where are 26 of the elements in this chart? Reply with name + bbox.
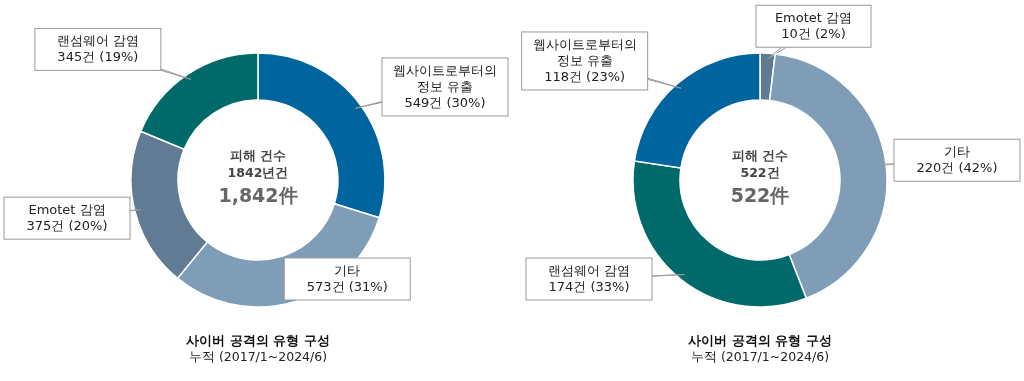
text: 피해 건수 [229,148,287,163]
slice-label: Emotet 감염 [28,202,106,218]
text: 522건 [740,165,780,180]
data-label: 10건 (2%) [781,26,846,42]
text: 피해 건수 [731,148,789,163]
data-label: 220건 (42%) [916,160,998,176]
text: 1,842件 [218,184,298,206]
text: 사이버 공격의 유형 구성 [688,333,832,348]
text: 누적 (2017/1~2024/6) [690,349,830,364]
data-label: 345건 (19%) [57,49,139,65]
slice-label: 웹사이트로부터의 정보 유출 [532,36,637,68]
slice-label: 랜섬웨어 감염 [56,33,139,49]
slice-label: 기타 [944,144,970,160]
data-label: 549건 (30%) [404,94,486,110]
slice-label: 웹사이트로부터의 정보 유출 [393,62,497,94]
slice-label: 기타 [334,263,361,278]
slice-label: Emotet 감염 [774,10,853,26]
text: 사이버 공격의 유형 구성 [186,333,330,348]
data-label: 118건 (23%) [544,68,626,84]
text: 522件 [730,184,790,206]
slice-label: 랜섬웨어 감염 [547,263,631,278]
text: 1842년건 [227,165,289,180]
text: 누적 (2017/1~2024/6) [188,349,328,364]
data-label: 174건 (33%) [548,279,630,294]
data-label: 573건 (31%) [306,279,388,294]
data-label: 375건 (20%) [26,218,108,234]
